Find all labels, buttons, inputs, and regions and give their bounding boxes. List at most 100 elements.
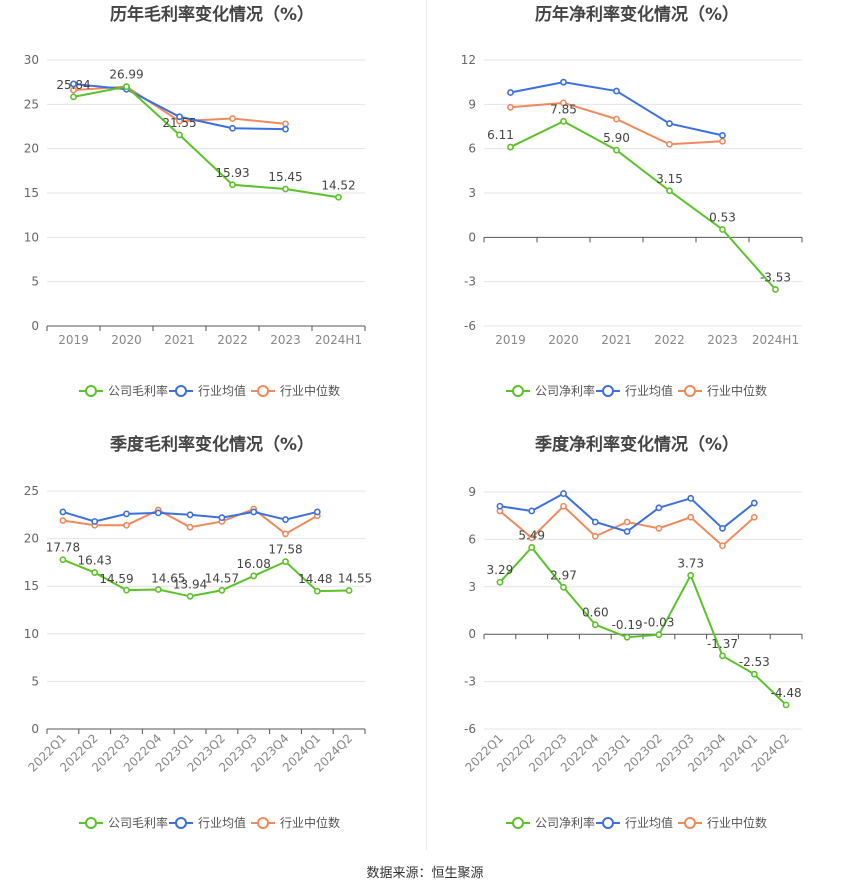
x-tick-label: 2024H1 — [752, 333, 799, 347]
x-tick-label: 2020 — [548, 333, 579, 347]
data-point-industry_median — [666, 140, 673, 148]
y-tick-label: 25 — [24, 484, 39, 498]
chart-quarterly-net-margin: 季度净利率变化情况（%） -6 -3 0 3 6 9 2022Q1 2022Q2 2022Q3 20… — [425, 430, 850, 850]
data-label: 15.45 — [268, 170, 302, 184]
data-label: 25.84 — [56, 78, 90, 92]
legend-label: 公司净利率 — [535, 815, 595, 830]
data-label: 3.73 — [677, 556, 704, 570]
data-point-industry_median — [560, 99, 567, 107]
legend-marker — [85, 385, 97, 397]
x-tick-label: 2022 — [654, 333, 685, 347]
data-point-industry_avg — [613, 87, 620, 95]
data-point-industry_avg — [176, 113, 183, 121]
y-tick-label: 5 — [31, 275, 39, 289]
legend-marker — [602, 385, 614, 397]
data-point-industry_avg — [282, 125, 289, 133]
data-label: 7.85 — [550, 102, 577, 116]
y-tick-label: 5 — [31, 674, 39, 688]
legend-label: 行业均值 — [625, 383, 673, 398]
data-point-company — [782, 701, 790, 709]
data-point-company — [623, 633, 631, 641]
data-point-company — [591, 621, 599, 629]
data-point-company — [345, 587, 353, 594]
legend-label: 行业中位数 — [280, 815, 340, 830]
data-point-company — [507, 143, 514, 151]
data-point-industry_avg — [496, 502, 504, 510]
data-point-industry_avg — [218, 514, 226, 522]
data-point-industry_median — [687, 513, 695, 521]
data-point-industry_median — [623, 518, 631, 526]
legend-marker — [512, 385, 524, 397]
y-tick-label: -3 — [464, 675, 476, 689]
legend-item-industry-median: 行业中位数 — [251, 383, 340, 398]
data-label: 17.58 — [268, 543, 302, 557]
data-point-company — [666, 187, 673, 195]
y-tick-label: 20 — [24, 532, 39, 546]
legend-marker — [602, 817, 614, 829]
x-tick-label: 2019 — [495, 333, 526, 347]
legend-marker — [257, 817, 269, 829]
data-point-company — [560, 583, 567, 591]
legend-marker — [684, 385, 696, 397]
data-point-industry_avg — [70, 80, 77, 88]
data-point-company — [218, 586, 226, 594]
chart-title: 历年净利率变化情况（%） — [535, 4, 739, 25]
data-source-footer: 数据来源：恒生聚源 — [366, 866, 484, 881]
legend-label: 公司毛利率 — [108, 383, 168, 398]
chart-title: 历年毛利率变化情况（%） — [110, 4, 314, 25]
chart-svg: 历年毛利率变化情况（%） 0 5 10 15 20 25 30 2019 2020 2021 2022… — [24, 4, 366, 398]
data-point-industry_median — [282, 530, 289, 538]
data-point-company — [313, 587, 321, 595]
series-line-company — [499, 545, 787, 706]
data-point-industry_avg — [687, 494, 695, 502]
data-point-industry_avg — [154, 509, 162, 517]
legend-marker — [257, 385, 269, 397]
data-point-industry_avg — [655, 504, 663, 512]
data-point-company — [613, 146, 620, 154]
data-label: -3.53 — [760, 270, 791, 284]
legend-marker — [85, 817, 97, 829]
legend-marker — [175, 817, 187, 829]
data-point-industry_avg — [123, 510, 130, 518]
legend-marker — [684, 817, 696, 829]
data-point-industry_avg — [666, 120, 673, 127]
data-label: 21.55 — [162, 116, 196, 130]
chart-svg: 季度净利率变化情况（%）-6-303692022Q12022Q22022Q320… — [462, 434, 803, 830]
data-point-industry_avg — [560, 490, 567, 497]
legend-label: 公司毛利率 — [108, 815, 168, 830]
y-tick-label: -6 — [464, 722, 476, 736]
y-tick-label: 9 — [468, 97, 476, 111]
data-point-industry_avg — [719, 131, 726, 139]
data-label: 6.11 — [487, 128, 514, 142]
data-label: 14.65 — [151, 572, 185, 586]
data-point-industry_avg — [229, 124, 236, 132]
data-point-company — [70, 93, 77, 101]
data-label: 3.29 — [487, 563, 514, 577]
data-point-company — [123, 586, 130, 594]
data-point-industry_median — [507, 103, 514, 111]
chart-title: 季度净利率变化情况（%） — [535, 434, 739, 455]
data-label: 14.52 — [321, 178, 355, 192]
legend-item-industry-median: 行业中位数 — [678, 815, 767, 830]
data-point-company — [772, 286, 779, 293]
x-tick-label: 2023 — [707, 333, 738, 347]
legend-item-industry-avg: 行业均值 — [596, 815, 673, 830]
legend-label: 行业中位数 — [707, 383, 767, 398]
x-tick-label: 2019 — [58, 333, 89, 347]
legend-label: 行业中位数 — [280, 383, 340, 398]
data-point-company — [123, 83, 130, 91]
data-label: -4.48 — [771, 686, 802, 700]
data-label: 14.55 — [338, 571, 372, 585]
data-point-industry_median — [750, 513, 758, 521]
data-point-industry_avg — [507, 89, 514, 96]
data-label: 0.60 — [582, 606, 609, 620]
data-label: 5.90 — [603, 131, 630, 145]
chart-svg: 历年净利率变化情况（%） -6 -3 0 3 6 9 12 2019 2020 2021 2022 20… — [461, 4, 803, 398]
data-point-company — [59, 556, 67, 564]
data-point-industry_median — [591, 532, 599, 540]
data-point-industry_avg — [591, 518, 599, 526]
series-line-industry_avg — [499, 492, 755, 533]
x-tick-label: 2023 — [270, 333, 301, 347]
y-tick-label: 10 — [24, 230, 39, 244]
data-point-company — [91, 569, 99, 576]
